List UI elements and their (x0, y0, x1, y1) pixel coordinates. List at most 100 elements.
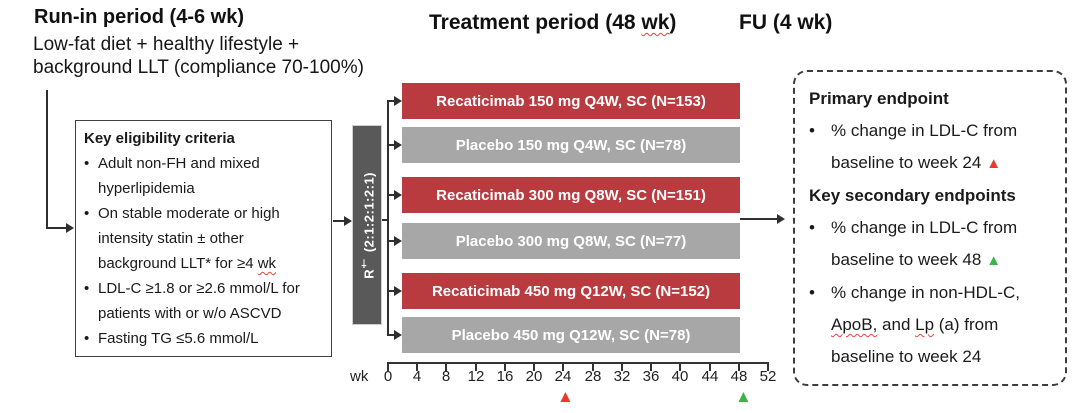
randomization-to-trunk-line (382, 219, 389, 221)
bullet-marker: • (84, 205, 90, 222)
branch-line-2 (388, 144, 395, 146)
bullet-marker: • (84, 155, 90, 172)
endpoint-text: baseline to week 24 ▲ (831, 147, 1017, 180)
randomization-label: R† (2:1:2:1:2:1) (358, 172, 376, 279)
endpoints-box: Primary endpoint • % change in LDL-C fro… (793, 70, 1067, 386)
branch-arrow-2-icon (394, 140, 402, 150)
eligibility-wavy-word: wk (257, 255, 277, 272)
week-tick (709, 362, 711, 371)
branch-arrow-4-icon (394, 236, 402, 246)
week-tick (592, 362, 594, 371)
secondary-triangle-inline-icon: ▲ (986, 252, 1002, 269)
week-tick (387, 362, 389, 371)
branch-arrow-3-icon (394, 190, 402, 200)
arrow-runin-to-eligibility-icon (66, 223, 74, 233)
runin-connector-hline (46, 227, 67, 229)
eligibility-text: hyperlipidemia (98, 180, 195, 197)
bullet-marker: • (809, 283, 815, 302)
eligibility-text: Fasting TG ≤5.6 mmol/L (98, 330, 259, 347)
arm-bar-recaticimab-300: Recaticimab 300 mg Q8W, SC (N=151) (402, 177, 740, 213)
eligibility-bullet-3: • LDL-C ≥1.8 or ≥2.6 mmol/L for patients… (84, 276, 323, 326)
eligibility-text: On stable moderate or high (98, 205, 280, 222)
secondary-endpoints-title: Key secondary endpoints (809, 186, 1016, 205)
week-label: 36 (642, 368, 660, 385)
randomization-dagger: † (357, 255, 370, 269)
follow-up-title: FU (4 wk) (739, 11, 833, 34)
runin-subtitle-line2: background LLT (compliance 70-100%) (33, 57, 364, 78)
endpoint-text-part: baseline to week 48 (831, 250, 982, 269)
eligibility-text: background LLT* for ≥4 wk (98, 251, 280, 276)
primary-triangle-inline-icon: ▲ (986, 155, 1002, 172)
endpoint-text: % change in LDL-C from (831, 218, 1018, 237)
treatment-title-wavy-word: wk (641, 11, 670, 34)
eligibility-box: Key eligibility criteria • Adult non-FH … (75, 120, 332, 357)
endpoint-text: % change in LDL-C from (831, 121, 1018, 140)
runin-subtitle-line1: Low-fat diet + healthy lifestyle + (33, 34, 300, 55)
eligibility-text: patients with or w/o ASCVD (98, 305, 282, 322)
primary-endpoint-bullet: • % change in LDL-C from baseline to wee… (809, 115, 1051, 180)
week-label: 44 (701, 368, 719, 385)
randomization-ratio: (2:1:2:1:2:1) (361, 171, 377, 256)
bullet-marker: • (84, 330, 90, 347)
endpoint-wavy-word: ApoB, (831, 315, 878, 334)
branch-line-3 (388, 194, 395, 196)
arm-label: Recaticimab 450 mg Q12W, SC (N=152) (431, 282, 711, 300)
secondary-endpoint-triangle-icon: ▲ (735, 387, 752, 406)
week-label: 40 (671, 368, 689, 385)
branch-line-1 (388, 100, 395, 102)
branch-line-5 (388, 290, 395, 292)
eligibility-text-part: background LLT* for ≥4 (98, 255, 258, 272)
week-label: 8 (441, 368, 451, 385)
week-label: 52 (759, 368, 777, 385)
week-label: 0 (383, 368, 393, 385)
branch-line-6 (388, 334, 395, 336)
endpoint-wavy-word: Lp (915, 315, 935, 334)
arm-bar-placebo-450: Placebo 450 mg Q12W, SC (N=78) (402, 317, 740, 353)
branch-arrow-1-icon (394, 96, 402, 106)
bullet-marker: • (809, 121, 815, 140)
week-tick (562, 362, 564, 371)
endpoint-text-part: baseline to week 24 (831, 153, 982, 172)
week-label: 4 (412, 368, 422, 385)
secondary-endpoint-bullet-1: • % change in LDL-C from baseline to wee… (809, 212, 1051, 277)
arm-bar-placebo-300: Placebo 300 mg Q8W, SC (N=77) (402, 223, 740, 259)
branch-arrow-6-icon (394, 330, 402, 340)
week-tick (679, 362, 681, 371)
eligibility-text: Adult non-FH and mixed (98, 155, 260, 172)
primary-endpoint-title: Primary endpoint (809, 89, 949, 108)
week-label: 20 (525, 368, 543, 385)
arm-bar-placebo-150: Placebo 150 mg Q4W, SC (N=78) (402, 127, 740, 163)
endpoint-text-part: (a) from (934, 315, 999, 334)
arm-label: Recaticimab 300 mg Q8W, SC (N=151) (436, 186, 706, 204)
endpoint-text: ApoB, and Lp (a) from (831, 309, 1020, 341)
week-tick (738, 362, 740, 371)
week-tick (767, 362, 769, 371)
arm-label: Placebo 150 mg Q4W, SC (N=78) (455, 136, 687, 154)
bullet-marker: • (809, 218, 815, 237)
eligibility-bullet-4: • Fasting TG ≤5.6 mmol/L (84, 326, 323, 351)
arm-label: Recaticimab 150 mg Q4W, SC (N=153) (436, 92, 706, 110)
randomization-bar: R† (2:1:2:1:2:1) (352, 125, 382, 325)
secondary-endpoint-bullet-2: • % change in non-HDL-C, ApoB, and Lp (a… (809, 277, 1051, 373)
branch-trunk-line (387, 100, 389, 336)
eligibility-to-randomization-line (333, 220, 344, 222)
week-label: 28 (584, 368, 602, 385)
week-axis-line (387, 362, 769, 364)
week-label: 48 (730, 368, 748, 385)
week-tick (533, 362, 535, 371)
eligibility-text: LDL-C ≥1.8 or ≥2.6 mmol/L for (98, 280, 300, 297)
eligibility-text: intensity statin ± other (98, 230, 244, 247)
branch-line-4 (388, 240, 395, 242)
week-tick (445, 362, 447, 371)
week-label: 24 (554, 368, 572, 385)
endpoint-text: % change in non-HDL-C, (831, 283, 1020, 302)
week-axis-unit-label: wk (350, 368, 369, 385)
eligibility-bullet-1: • Adult non-FH and mixed hyperlipidemia (84, 151, 323, 201)
randomization-r: R (361, 268, 377, 279)
arm-label: Placebo 450 mg Q12W, SC (N=78) (451, 326, 691, 344)
endpoint-text: baseline to week 48 ▲ (831, 244, 1017, 277)
arm-label: Placebo 300 mg Q8W, SC (N=77) (455, 232, 687, 250)
treatment-title-text: Treatment period (48 (429, 11, 642, 34)
arm-bar-recaticimab-450: Recaticimab 450 mg Q12W, SC (N=152) (402, 273, 740, 309)
